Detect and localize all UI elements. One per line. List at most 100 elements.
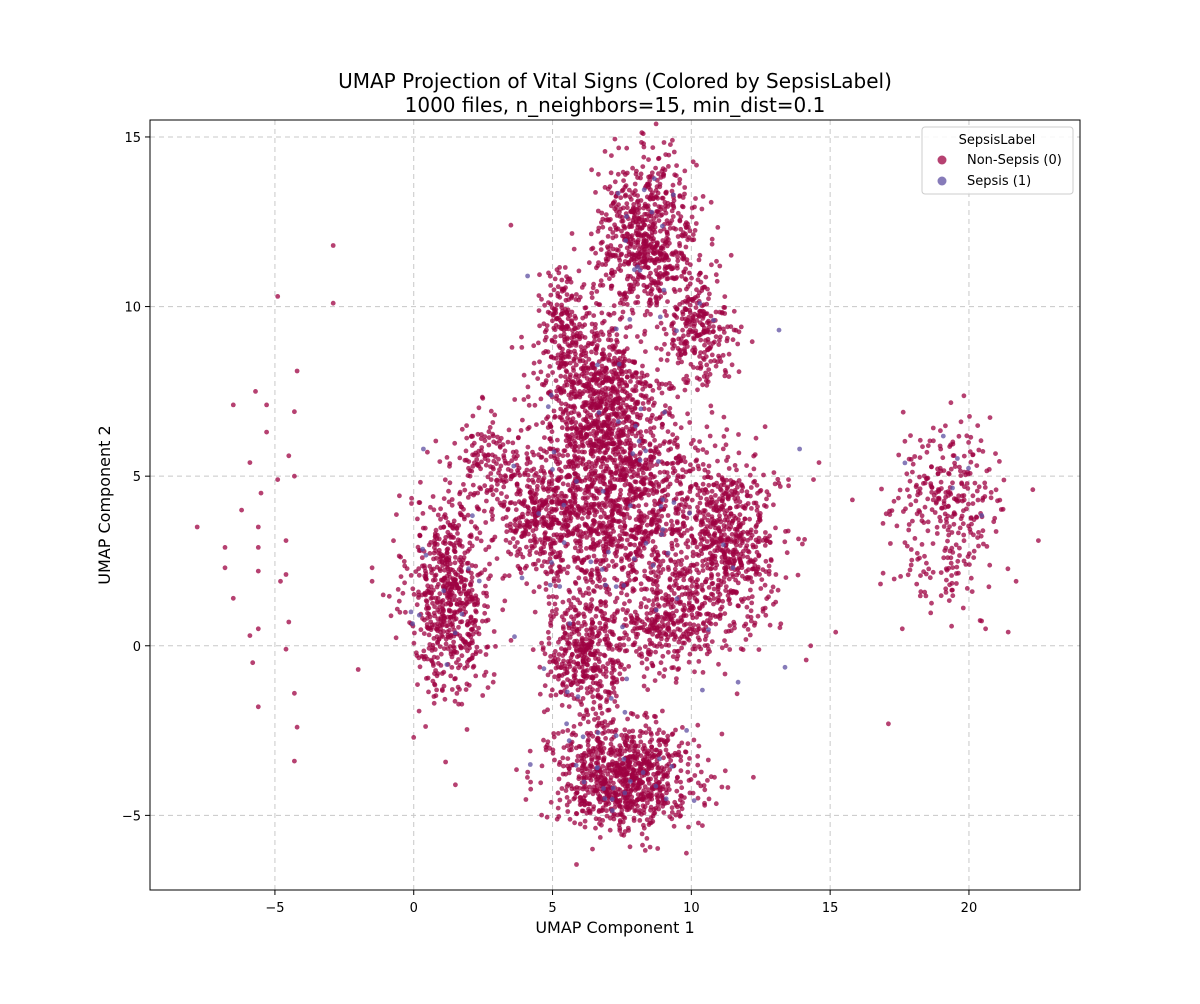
data-point [620, 234, 625, 239]
data-point [736, 432, 741, 437]
data-point [620, 465, 625, 470]
data-point [513, 544, 518, 549]
data-point [609, 153, 614, 158]
data-point [678, 600, 683, 605]
data-point [721, 507, 726, 512]
data-point [489, 509, 494, 514]
data-point [440, 578, 445, 583]
data-point [646, 398, 651, 403]
data-point [670, 527, 675, 532]
data-point [432, 614, 437, 619]
data-point [563, 307, 568, 312]
data-point [487, 562, 492, 567]
data-point [750, 339, 755, 344]
data-point [579, 434, 584, 439]
data-point [593, 419, 598, 424]
data-point [731, 492, 736, 497]
data-point [544, 507, 549, 512]
data-point [469, 597, 474, 602]
data-point [716, 598, 721, 603]
data-point [577, 336, 582, 341]
data-point [593, 322, 598, 327]
data-point [653, 445, 658, 450]
data-point [653, 678, 658, 683]
data-point [711, 329, 716, 334]
data-point [652, 474, 657, 479]
data-point [620, 529, 625, 534]
data-point [654, 122, 659, 127]
data-point [754, 529, 759, 534]
data-point [418, 533, 423, 538]
data-point [544, 450, 549, 455]
data-point [771, 602, 776, 607]
data-point [624, 408, 629, 413]
data-point [537, 293, 542, 298]
data-point [715, 459, 720, 464]
data-point [582, 322, 587, 327]
data-point [589, 350, 594, 355]
data-point [567, 588, 572, 593]
data-point [534, 550, 539, 555]
data-point [702, 629, 707, 634]
data-point [440, 603, 445, 608]
data-point [584, 350, 589, 355]
data-point [759, 577, 764, 582]
data-point [720, 599, 725, 604]
data-point [452, 578, 457, 583]
data-point [729, 539, 734, 544]
data-point [438, 644, 443, 649]
data-point [767, 564, 772, 569]
data-point [451, 535, 456, 540]
data-point [434, 528, 439, 533]
data-point [465, 632, 470, 637]
data-point [603, 525, 608, 530]
data-point [618, 472, 623, 477]
data-point [645, 523, 650, 528]
data-point [686, 592, 691, 597]
data-point [630, 308, 635, 313]
data-point [596, 543, 601, 548]
data-point [715, 225, 720, 230]
data-point [709, 314, 714, 319]
data-point [484, 670, 489, 675]
data-point [664, 191, 669, 196]
data-point [607, 353, 612, 358]
data-point [601, 424, 606, 429]
data-point [651, 388, 656, 393]
data-point [666, 474, 671, 479]
data-point [565, 292, 570, 297]
data-point [440, 688, 445, 693]
data-point [630, 166, 635, 171]
data-point [585, 376, 590, 381]
data-point [583, 531, 588, 536]
data-point [643, 231, 648, 236]
data-point [618, 268, 623, 273]
data-point [530, 500, 535, 505]
data-point [684, 374, 689, 379]
data-point [639, 198, 644, 203]
data-point [554, 607, 559, 612]
data-point [572, 471, 577, 476]
data-point [705, 424, 710, 429]
data-point [592, 496, 597, 501]
data-point [695, 577, 700, 582]
data-point [628, 563, 633, 568]
data-point [602, 450, 607, 455]
data-point [621, 450, 626, 455]
data-point [632, 253, 637, 258]
data-point [585, 371, 590, 376]
data-point [492, 672, 497, 677]
data-point [542, 487, 547, 492]
data-point [566, 523, 571, 528]
data-point [580, 372, 585, 377]
data-point [480, 619, 485, 624]
data-point [649, 448, 654, 453]
data-point [604, 370, 609, 375]
data-point [764, 559, 769, 564]
data-point [702, 515, 707, 520]
data-point [698, 253, 703, 258]
data-point [705, 524, 710, 529]
data-point [501, 516, 506, 521]
data-point [661, 172, 666, 177]
data-point [588, 413, 593, 418]
